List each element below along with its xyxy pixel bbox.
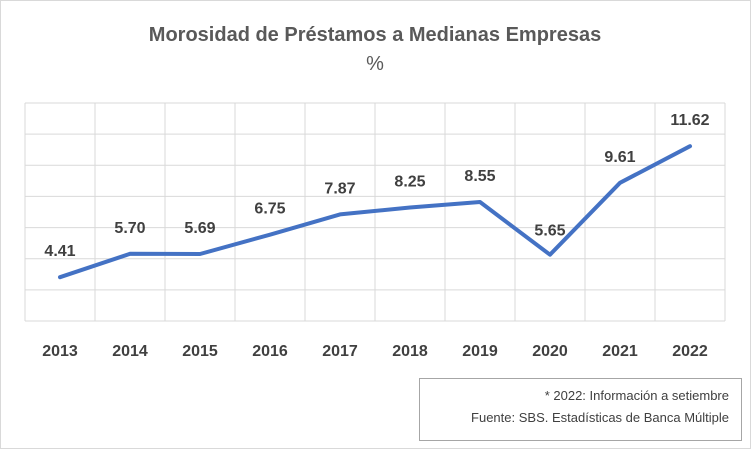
x-tick-label: 2018 [392, 343, 428, 360]
grid [24, 102, 726, 322]
x-tick-label: 2021 [602, 343, 638, 360]
x-tick-label: 2022 [672, 343, 708, 360]
data-label: 5.65 [534, 223, 565, 240]
source-note-box: * 2022: Información a setiembre Fuente: … [419, 378, 742, 441]
data-label: 5.69 [184, 220, 215, 237]
series-layer [58, 144, 692, 280]
x-tick-label: 2017 [322, 343, 358, 360]
data-label: 11.62 [670, 112, 709, 129]
data-label: 7.87 [324, 180, 355, 197]
x-tick-label: 2013 [42, 343, 78, 360]
x-axis-ticks: 2013 2014 2015 2016 2017 2018 2019 2020 2021 2022 [42, 343, 708, 360]
x-tick-label: 2014 [112, 343, 148, 360]
x-tick-label: 2015 [182, 343, 218, 360]
series-line [58, 144, 692, 280]
data-label: 8.25 [394, 173, 425, 190]
x-tick-label: 2020 [532, 343, 568, 360]
x-tick-label: 2019 [462, 343, 498, 360]
data-label: 9.61 [604, 149, 635, 166]
note-line-2: Fuente: SBS. Estadísticas de Banca Múlti… [471, 410, 729, 425]
data-label: 4.41 [44, 243, 75, 260]
x-tick-label: 2016 [252, 343, 288, 360]
chart-title: Morosidad de Préstamos a Medianas Empres… [149, 24, 601, 46]
data-label: 8.55 [464, 168, 495, 185]
data-label: 6.75 [254, 201, 285, 218]
chart-subtitle: % [366, 53, 384, 75]
note-line-1: * 2022: Información a setiembre [544, 388, 729, 403]
data-labels: 4.41 5.70 5.69 6.75 7.87 8.25 8.55 5.65 9.61 11.6… [44, 112, 709, 260]
data-label: 5.70 [114, 220, 145, 237]
